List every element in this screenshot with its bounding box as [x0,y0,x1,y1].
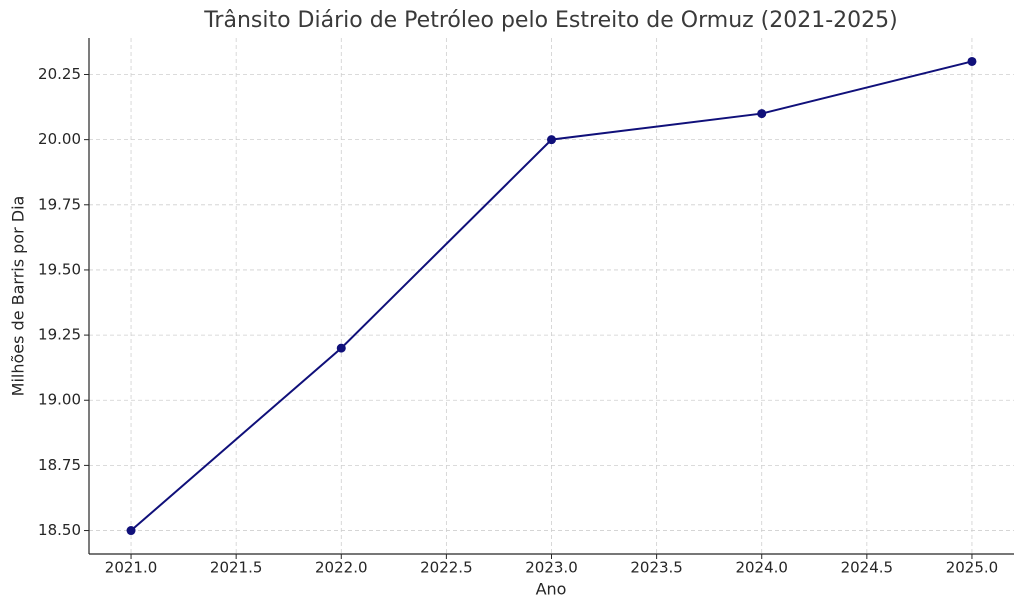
chart-title: Trânsito Diário de Petróleo pelo Estreit… [203,8,898,33]
y-tick-label: 18.50 [38,521,81,539]
x-tick-label: 2024.5 [841,559,894,577]
y-tick-label: 19.00 [38,391,81,409]
x-tick-label: 2023.5 [630,559,683,577]
y-axis-label: Milhões de Barris por Dia [9,196,28,397]
x-tick-label: 2025.0 [946,559,999,577]
x-axis-label: Ano [536,580,567,599]
point [126,526,136,536]
y-tick-label: 20.00 [38,130,81,148]
point [336,343,346,353]
x-tick-label: 2023.0 [525,559,578,577]
point [547,135,556,145]
x-tick-label: 2021.0 [105,559,158,577]
y-tick-label: 20.25 [38,65,81,83]
x-tick-label: 2021.5 [210,559,263,577]
y-tick-label: 18.75 [38,456,81,474]
x-tick-label: 2022.5 [420,559,473,577]
point [757,109,767,119]
y-tick-label: 19.25 [38,326,81,344]
x-tick-label: 2024.0 [735,559,788,577]
y-tick-label: 19.50 [38,260,81,278]
point [967,56,977,66]
y-tick-label: 19.75 [38,195,81,213]
x-tick-label: 2022.0 [315,559,368,577]
